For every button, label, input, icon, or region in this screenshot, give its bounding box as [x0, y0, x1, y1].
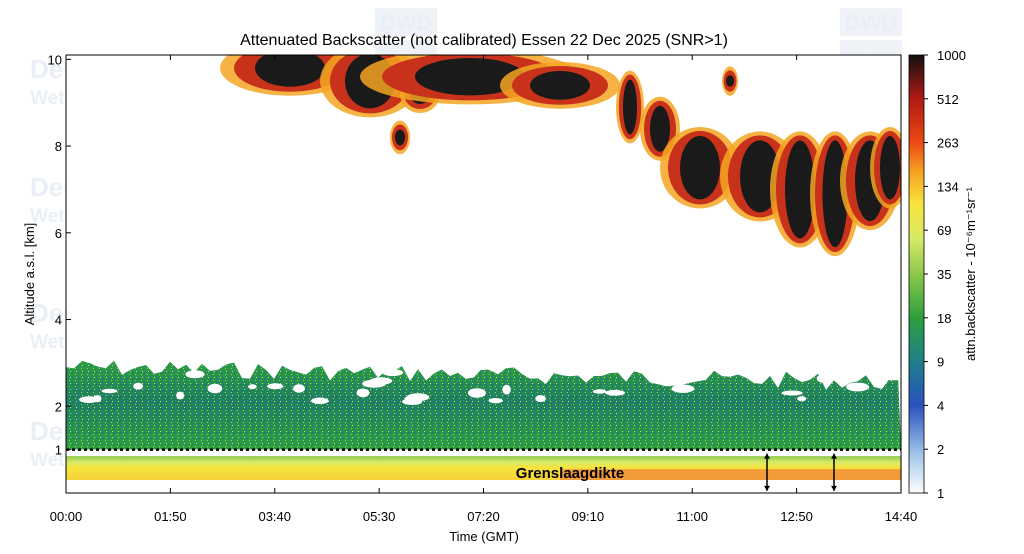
colorbar-tick-label: 18 [937, 311, 951, 326]
gap-patch [846, 382, 870, 392]
gap-patch [535, 395, 546, 403]
x-tick-label: 03:40 [258, 509, 291, 524]
gap-patch [356, 388, 370, 398]
dwd-logo-text: DWD [380, 10, 433, 35]
colorbar-tick-label: 1000 [937, 48, 966, 63]
gap-patch [248, 384, 257, 390]
gap-patch [467, 388, 486, 398]
boundary-layer-annotation: Grenslaagdikte [516, 465, 624, 482]
y-axis-title: Altitude a.s.l. [km] [22, 223, 37, 326]
colorbar-label: attn.backscatter - 10⁻⁶m⁻¹sr⁻¹ [963, 186, 978, 361]
gap-patch [473, 363, 492, 370]
gap-patch [670, 365, 679, 373]
y-axis: 2 4 6 8 10 1 [48, 52, 71, 458]
gap-patch [866, 363, 881, 371]
colorbar-ticks: 1000 512 263 134 69 35 18 9 4 2 1 [924, 48, 966, 501]
gap-patch [797, 396, 807, 402]
dwd-logo-box [840, 8, 902, 36]
gap-patch [133, 382, 144, 390]
gap-patch [362, 379, 386, 388]
arrow-head-down [831, 485, 837, 491]
colorbar-tick-label: 2 [937, 442, 944, 457]
cloud-core [880, 136, 900, 200]
cloud-core [785, 140, 815, 239]
cloud-core [740, 140, 780, 213]
gap-patch [671, 384, 695, 393]
mixed-layer-texture [66, 360, 901, 450]
x-tick-label: 07:20 [467, 509, 500, 524]
cloud-core [255, 55, 325, 87]
cloud-core [415, 58, 525, 96]
x-tick-label: 12:50 [780, 509, 813, 524]
gap-patch [404, 396, 416, 401]
colorbar-tick-label: 9 [937, 355, 944, 370]
gap-patch [592, 389, 607, 394]
cloud-core [530, 71, 590, 100]
colorbar-tick-label: 1 [937, 486, 944, 501]
gap-patch [189, 372, 200, 379]
x-tick-label: 00:00 [50, 509, 83, 524]
y-tick-label: 1 [55, 443, 62, 458]
heatmap-layers [66, 55, 901, 493]
colorbar-tick-label: 35 [937, 267, 951, 282]
gap-patch [523, 363, 533, 370]
dwd-logo-text: DWD [845, 10, 898, 35]
boundary-layer-arrows [764, 453, 837, 491]
colorbar-tick-label: 4 [937, 398, 944, 413]
y-tick-label: 4 [55, 313, 62, 328]
y-tick-label: 2 [55, 399, 62, 414]
y-tick-label: 6 [55, 226, 62, 241]
upper-cloud-layer [220, 55, 901, 257]
chart-title: Attenuated Backscatter (not calibrated) … [240, 32, 728, 49]
y-tick-label: 10 [48, 52, 62, 67]
cloud-core [680, 136, 720, 200]
gap-patch [502, 384, 511, 395]
gap-patch [207, 383, 223, 394]
boundary-layer-aerosol [66, 456, 901, 493]
gap-patch [781, 390, 803, 396]
gap-patch [658, 376, 683, 382]
x-tick-label: 09:10 [572, 509, 605, 524]
gap-patch [79, 396, 99, 403]
gap-patch [267, 383, 284, 390]
colorbar-tick-label: 134 [937, 179, 959, 194]
colorbar-tick-label: 69 [937, 223, 951, 238]
arrow-head-up [764, 453, 770, 459]
x-axis: 00:00 01:50 03:40 05:30 07:20 09:10 11:00 12:50… [50, 55, 918, 524]
cloud-core [395, 129, 405, 146]
x-tick-label: 01:50 [154, 509, 187, 524]
cloud-core [650, 105, 670, 152]
gap-patch [382, 369, 404, 377]
gap-patch [426, 365, 447, 370]
gap-patch [816, 374, 832, 383]
gap-patch [120, 360, 138, 368]
gap-patch [641, 367, 665, 375]
gap-patch [101, 388, 118, 394]
gap-patch [754, 365, 765, 373]
x-tick-label: 14:40 [885, 509, 918, 524]
dwd-logo-box [375, 8, 437, 36]
cloud-core [726, 75, 734, 87]
arrow-head-down [764, 485, 770, 491]
colorbar-tick-label: 263 [937, 136, 959, 151]
x-axis-title: Time (GMT) [449, 529, 519, 544]
x-tick-label: 11:00 [676, 509, 708, 524]
arrow-head-up [831, 453, 837, 459]
mixed-layer-aerosol [66, 360, 901, 450]
gap-patch [176, 391, 185, 400]
gap-patch [311, 397, 329, 405]
gap-patch [293, 384, 305, 393]
gap-patch [605, 389, 625, 396]
y-tick-label: 8 [55, 139, 62, 154]
boundary-layer-orange [560, 469, 901, 480]
cloud-core [623, 79, 637, 135]
colorbar-tick-label: 512 [937, 92, 959, 107]
gap-patch [882, 373, 901, 381]
x-tick-label: 05:30 [363, 509, 396, 524]
colorbar [908, 54, 925, 494]
gap-patch [488, 398, 503, 404]
